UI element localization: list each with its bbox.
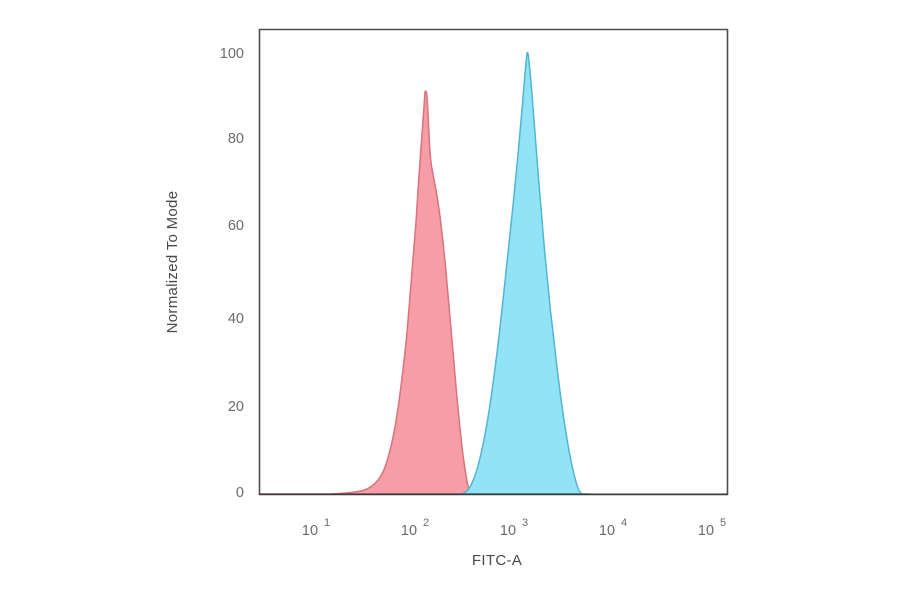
x-tick-mantissa: 10 bbox=[401, 523, 417, 539]
y-axis-title: Normalized To Mode bbox=[164, 191, 181, 334]
y-tick-label: 100 bbox=[220, 46, 244, 62]
x-tick-mantissa: 10 bbox=[698, 523, 714, 539]
x-tick-mantissa: 10 bbox=[500, 523, 516, 539]
y-tick-label: 40 bbox=[228, 311, 244, 327]
series-control-peak-area bbox=[258, 90, 479, 495]
x-tick-exponent: 3 bbox=[522, 517, 528, 529]
y-tick-label: 0 bbox=[236, 485, 244, 501]
x-tick-exponent: 5 bbox=[720, 517, 726, 529]
y-tick-label: 80 bbox=[228, 131, 244, 147]
x-tick-exponent: 1 bbox=[324, 517, 330, 529]
y-tick-label: 60 bbox=[228, 218, 244, 234]
x-tick-mantissa: 10 bbox=[599, 523, 615, 539]
x-tick-exponent: 4 bbox=[621, 517, 627, 529]
x-tick-group-3: 10 3 bbox=[500, 517, 528, 539]
x-tick-exponent: 2 bbox=[423, 517, 429, 529]
x-tick-group-2: 10 2 bbox=[401, 517, 429, 539]
y-axis-tick-labels: 100 80 60 40 20 0 bbox=[220, 46, 244, 501]
x-axis-tick-labels: 10 1 10 2 10 3 10 4 10 5 bbox=[302, 517, 726, 539]
y-tick-label: 20 bbox=[228, 399, 244, 415]
series-stained-peak-area bbox=[454, 51, 591, 495]
x-tick-group-4: 10 4 bbox=[599, 517, 627, 539]
x-tick-mantissa: 10 bbox=[302, 523, 318, 539]
x-tick-group-1: 10 1 bbox=[302, 517, 330, 539]
x-axis-title: FITC-A bbox=[472, 552, 522, 569]
x-tick-group-5: 10 5 bbox=[698, 517, 726, 539]
